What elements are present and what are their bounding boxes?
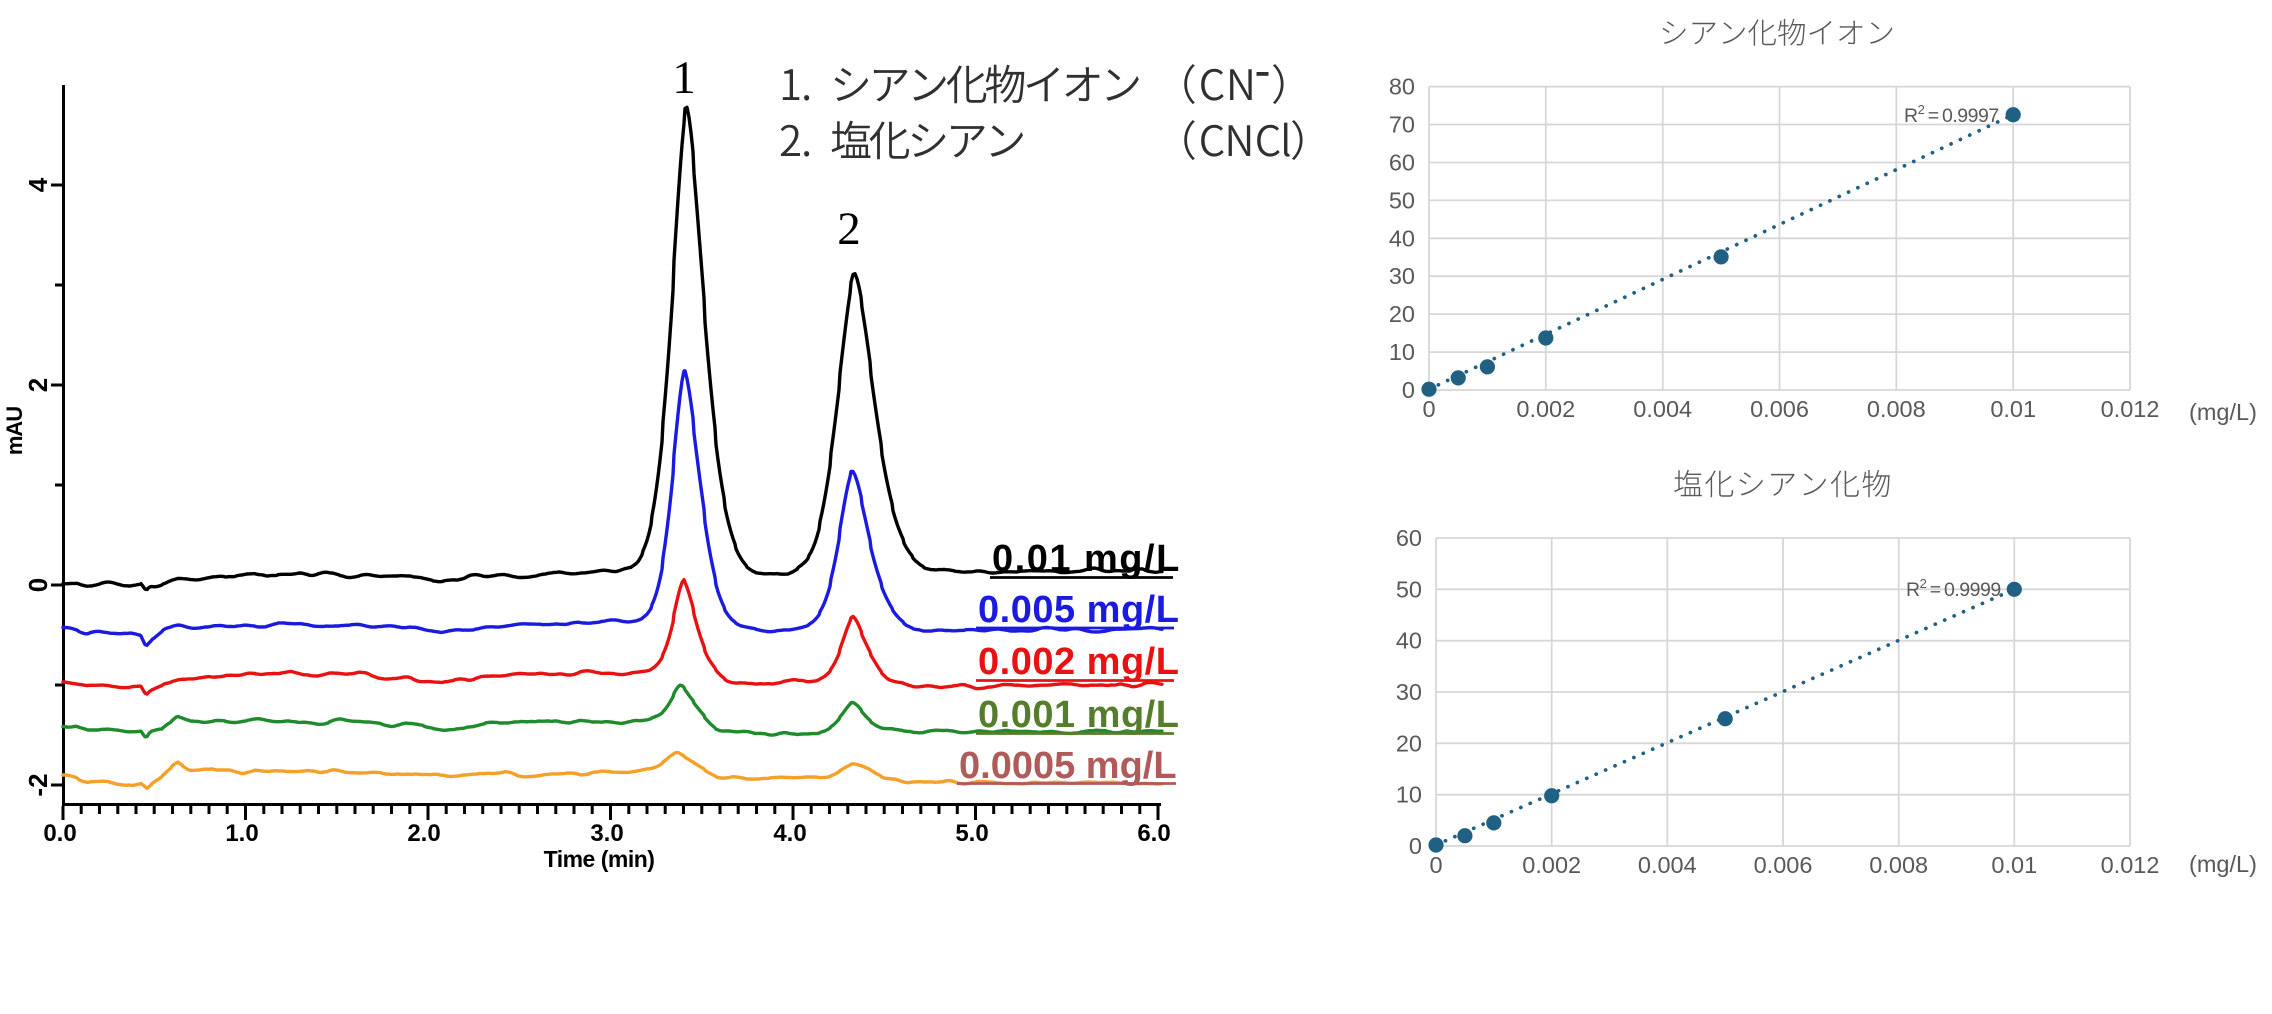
svg-text:0.004: 0.004 <box>1633 396 1692 422</box>
svg-text:0.01: 0.01 <box>1991 852 2037 878</box>
svg-text:6.0: 6.0 <box>1137 820 1170 847</box>
svg-text:0.0: 0.0 <box>43 820 76 847</box>
svg-text:0.012: 0.012 <box>2101 852 2160 878</box>
svg-text:0.002: 0.002 <box>1516 396 1575 422</box>
svg-text:(mg/L): (mg/L) <box>2189 399 2257 425</box>
svg-text:3.0: 3.0 <box>590 820 623 847</box>
svg-text:0: 0 <box>1409 833 1422 859</box>
svg-text:-2: -2 <box>23 773 53 796</box>
svg-text:10: 10 <box>1389 339 1415 365</box>
svg-text:R2 = 0.9999: R2 = 0.9999 <box>1906 576 2001 601</box>
svg-text:0.0005 mg/L: 0.0005 mg/L <box>959 745 1177 787</box>
svg-text:0.002 mg/L: 0.002 mg/L <box>978 641 1179 683</box>
svg-text:60: 60 <box>1389 150 1415 176</box>
svg-text:1.0: 1.0 <box>225 820 258 847</box>
svg-text:mAU: mAU <box>2 407 27 455</box>
svg-text:80: 80 <box>1389 74 1415 100</box>
svg-text:0: 0 <box>23 578 53 592</box>
svg-text:0: 0 <box>1422 396 1435 422</box>
svg-text:5.0: 5.0 <box>955 820 988 847</box>
svg-text:2: 2 <box>23 378 53 392</box>
svg-text:2: 2 <box>837 203 861 255</box>
svg-text:20: 20 <box>1396 730 1422 756</box>
svg-text:0.008: 0.008 <box>1869 852 1928 878</box>
svg-text:0.01 mg/L: 0.01 mg/L <box>992 538 1181 580</box>
svg-text:20: 20 <box>1389 301 1415 327</box>
svg-text:70: 70 <box>1389 112 1415 138</box>
svg-text:60: 60 <box>1396 525 1422 551</box>
svg-text:10: 10 <box>1396 782 1422 808</box>
svg-text:0.008: 0.008 <box>1867 396 1926 422</box>
svg-text:0.004: 0.004 <box>1638 852 1697 878</box>
svg-text:0.012: 0.012 <box>2101 396 2160 422</box>
svg-text:2.0: 2.0 <box>407 820 440 847</box>
svg-text:0.006: 0.006 <box>1750 396 1809 422</box>
svg-text:50: 50 <box>1389 187 1415 213</box>
svg-text:(mg/L): (mg/L) <box>2189 851 2257 877</box>
svg-text:40: 40 <box>1396 628 1422 654</box>
svg-text:0.001 mg/L: 0.001 mg/L <box>978 694 1179 736</box>
svg-text:4.0: 4.0 <box>773 820 806 847</box>
svg-text:Time (min): Time (min) <box>544 846 655 872</box>
svg-text:30: 30 <box>1389 263 1415 289</box>
svg-text:0: 0 <box>1402 377 1415 403</box>
svg-text:0.005 mg/L: 0.005 mg/L <box>978 589 1179 631</box>
svg-text:50: 50 <box>1396 576 1422 602</box>
svg-text:0.002: 0.002 <box>1522 852 1581 878</box>
svg-text:0: 0 <box>1429 852 1442 878</box>
svg-text:0.01: 0.01 <box>1990 396 2036 422</box>
svg-text:30: 30 <box>1396 679 1422 705</box>
svg-text:0.006: 0.006 <box>1754 852 1813 878</box>
svg-text:1: 1 <box>672 52 696 104</box>
svg-text:40: 40 <box>1389 225 1415 251</box>
svg-text:4: 4 <box>23 177 53 192</box>
